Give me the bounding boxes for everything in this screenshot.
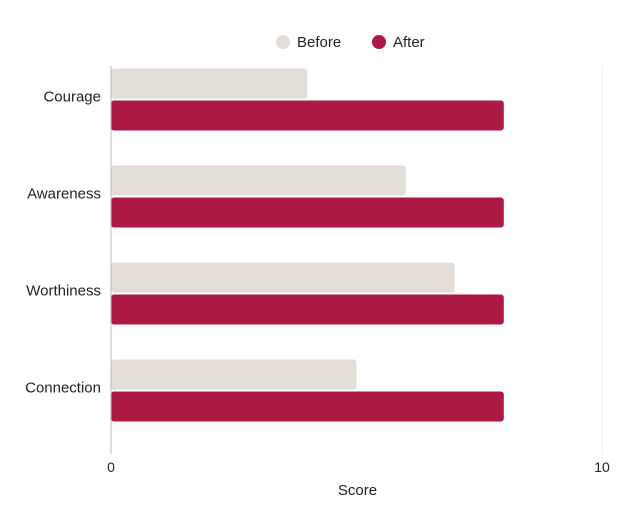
category-label: Worthiness [26,282,101,299]
legend-marker-after [372,35,386,49]
x-tick-label: 0 [107,459,115,475]
bar-after-courage [111,100,504,131]
bar-before-awareness [111,165,406,196]
x-axis-title: Score [338,482,377,499]
bar-before-courage [111,68,308,99]
bar-after-connection [111,391,504,422]
bar-before-worthiness [111,262,455,293]
axes-group: Courage Awareness Worthiness Connection 0 10 S… [25,66,610,499]
legend-marker-before [276,35,290,49]
bar-after-worthiness [111,294,504,325]
bars-group [111,68,504,422]
category-label: Connection [25,379,101,396]
x-tick-label: 10 [594,459,610,475]
category-label: Courage [43,88,101,105]
legend-label-before: Before [297,34,341,51]
bar-before-connection [111,359,357,390]
legend-label-after: After [393,34,425,51]
legend: Before After [276,34,425,51]
category-label: Awareness [27,185,101,202]
bar-after-awareness [111,197,504,228]
